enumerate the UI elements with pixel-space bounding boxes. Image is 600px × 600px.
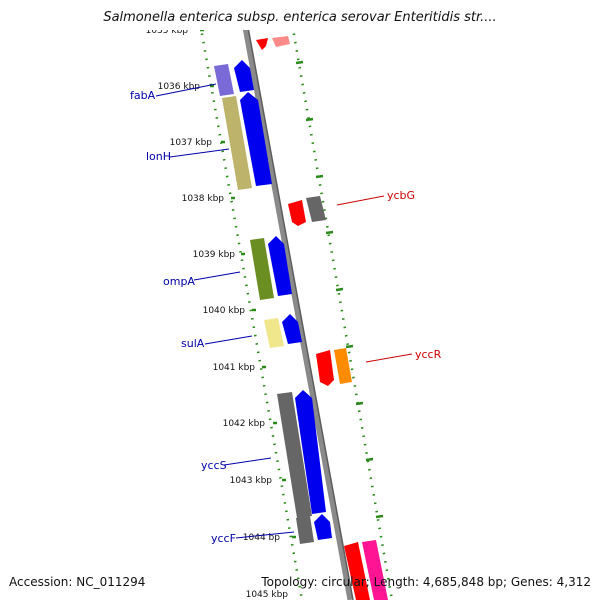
feature-bottom-pink [362, 540, 388, 600]
topology-text: Topology: circular; Length: 4,685,848 bp… [261, 575, 591, 589]
scale-label-1038: 1038 kbp [182, 194, 225, 204]
fabA-leader [155, 83, 217, 97]
scale-label-1041: 1041 kbp [213, 363, 256, 373]
feature-lonH-arrow [240, 92, 272, 186]
feature-fabA-box [214, 64, 234, 96]
gene-label-fabA: fabA [130, 89, 156, 102]
scale-label-1043: 1043 kbp [230, 476, 273, 486]
feature-ompA-arrow [268, 236, 292, 296]
gene-label-sulA: sulA [181, 337, 205, 350]
feature-sulA-box [264, 318, 284, 348]
gene-label-yccR: yccR [415, 348, 442, 361]
feature-ycbG-red [288, 200, 306, 226]
yccF-leader [235, 531, 295, 539]
right-scale-ticks [295, 60, 384, 519]
feature-yccF-box [296, 516, 314, 544]
feature-yccS-box [277, 392, 312, 518]
feature-yccR-orange [334, 348, 352, 384]
left-scale-ticks [200, 30, 296, 539]
scale-labels: 1035 kbp 1036 kbp 1037 kbp 1038 kbp 1039… [146, 26, 289, 600]
feature-lonH-box [222, 96, 252, 190]
genome-backbone [242, 30, 353, 600]
ycbG-leader [336, 195, 385, 206]
ompA-leader [193, 271, 241, 281]
feature-ompA-box [250, 238, 274, 300]
right-gene-labels: ycbG yccR [336, 189, 442, 363]
scale-label-1037: 1037 kbp [170, 138, 213, 148]
feature-fabA-arrow [234, 60, 254, 92]
feature-top-pink [272, 36, 290, 47]
scale-label-1036: 1036 kbp [158, 82, 201, 92]
scale-label-1044: 1044 bp [243, 533, 280, 543]
feature-sulA-arrow [282, 314, 302, 344]
feature-ycbG-gray [306, 196, 326, 222]
gene-label-ompA: ompA [163, 275, 195, 288]
scale-label-1040: 1040 kbp [203, 306, 246, 316]
left-gene-labels: fabA lonH ompA sulA yccS yccF [130, 83, 295, 545]
yccS-leader [223, 457, 272, 466]
scale-label-1045: 1045 kbp [246, 590, 289, 600]
scale-label-1039: 1039 kbp [193, 250, 236, 260]
feature-top-gray [262, 0, 274, 8]
map-title: Salmonella enterica subsp. enterica sero… [103, 10, 497, 25]
feature-top-red [246, 0, 258, 8]
scale-label-1035: 1035 kbp [146, 26, 189, 36]
feature-top-red-arrow [256, 38, 268, 50]
gene-label-yccF: yccF [211, 532, 236, 545]
gene-label-ycbG: ycbG [387, 189, 415, 202]
gene-label-yccS: yccS [201, 459, 227, 472]
gene-label-lonH: lonH [146, 150, 171, 163]
feature-bottom-red [344, 542, 370, 600]
sulA-leader [204, 335, 253, 345]
genome-backbone-shade [247, 30, 354, 600]
yccR-leader [365, 353, 413, 363]
accession-text: Accession: NC_011294 [9, 575, 146, 589]
feature-yccF-arrow [314, 514, 332, 540]
feature-yccR-red [316, 350, 334, 386]
feature-yccS-arrow [295, 390, 326, 514]
scale-label-1042: 1042 kbp [223, 419, 266, 429]
lonH-leader [169, 148, 230, 158]
